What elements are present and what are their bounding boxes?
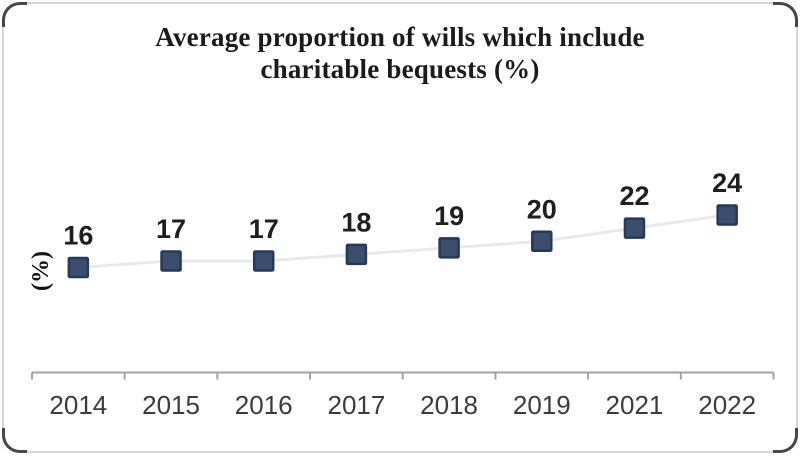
x-tick-label: 2015 bbox=[142, 390, 200, 420]
data-point-label: 17 bbox=[249, 214, 279, 244]
data-point-label: 17 bbox=[156, 214, 186, 244]
data-point-marker bbox=[438, 237, 460, 259]
x-tick-label: 2022 bbox=[698, 390, 756, 420]
chart-title-line2: charitable bequests (%) bbox=[260, 53, 540, 84]
x-tick-label: 2017 bbox=[327, 390, 385, 420]
x-tick-label: 2021 bbox=[606, 390, 664, 420]
data-point-label: 20 bbox=[527, 194, 557, 224]
data-point-label: 19 bbox=[434, 201, 464, 231]
data-point-marker bbox=[716, 204, 738, 226]
data-point-marker bbox=[252, 250, 275, 272]
chart-title: Average proportion of wills which includ… bbox=[4, 22, 796, 86]
x-tick-label: 2016 bbox=[235, 390, 293, 420]
series-line bbox=[78, 213, 728, 269]
x-tick-label: 2018 bbox=[420, 390, 478, 420]
data-point-label: 18 bbox=[341, 207, 371, 237]
x-tick-label: 2014 bbox=[49, 390, 107, 420]
data-point-marker bbox=[531, 230, 553, 252]
data-point-label: 24 bbox=[712, 168, 742, 198]
data-point-marker bbox=[67, 256, 90, 279]
chart-title-line1: Average proportion of wills which includ… bbox=[155, 22, 645, 52]
data-point-marker bbox=[623, 217, 646, 239]
data-point-marker bbox=[345, 243, 368, 266]
x-axis-line bbox=[31, 371, 775, 380]
data-point-label: 16 bbox=[63, 221, 93, 251]
data-point-marker bbox=[160, 250, 182, 272]
x-tick-label: 2019 bbox=[513, 390, 571, 420]
data-point-label: 22 bbox=[619, 181, 649, 211]
